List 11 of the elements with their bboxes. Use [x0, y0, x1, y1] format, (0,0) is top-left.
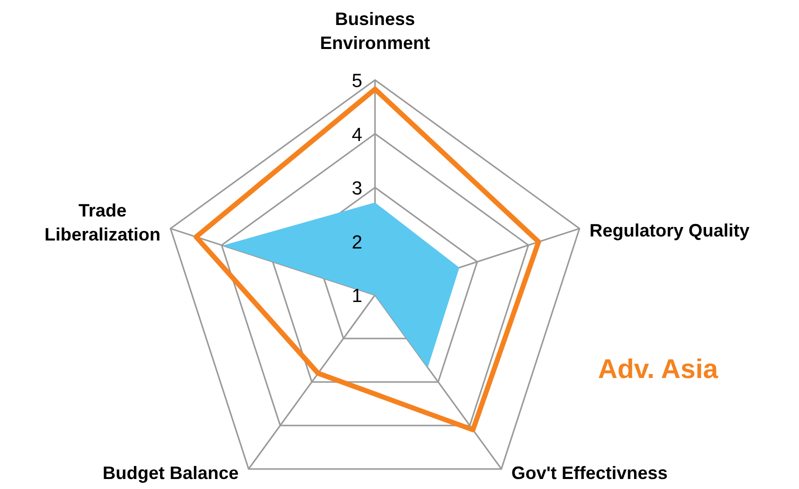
- y-tick-label: 1: [352, 286, 362, 307]
- spoke-label: Budget Balance: [102, 462, 239, 483]
- y-tick-label: 2: [352, 232, 362, 254]
- y-tick-label: 5: [352, 71, 362, 92]
- spoke-label: Gov't Effectivness: [511, 462, 668, 483]
- spoke-label: Trade Liberalization: [44, 200, 161, 245]
- text: Adv. Asia: [598, 354, 719, 384]
- y-tick-label: 3: [352, 178, 362, 200]
- spoke-label: Regulatory Quality: [589, 220, 750, 241]
- y-tick-label: 4: [352, 124, 363, 146]
- spoke-label: Business Environment: [320, 9, 430, 53]
